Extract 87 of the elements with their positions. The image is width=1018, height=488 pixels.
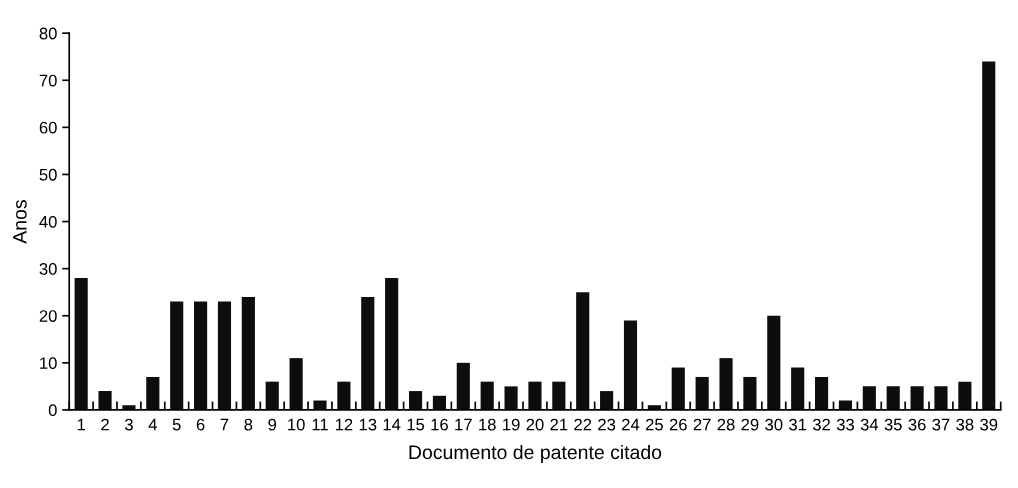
y-tick-label: 0 [48,404,57,417]
x-tick-label: 36 [908,418,926,431]
bar [958,381,972,410]
x-tick-label: 12 [335,418,353,431]
x-tick-label: 14 [383,418,401,431]
bar [934,386,948,410]
bar [146,376,160,410]
x-tick-label: 1 [77,418,85,431]
bar [815,376,829,410]
bar [982,61,996,410]
bar [241,296,255,410]
x-tick-label: 9 [268,418,277,431]
bar [432,395,446,410]
bar [480,381,494,410]
x-tick-label: 39 [980,418,998,431]
bar [910,386,924,410]
x-tick-label: 19 [503,418,520,431]
x-tick-label: 11 [312,418,328,431]
x-axis-title: Documento de patente citado [409,444,662,464]
bar [767,315,781,410]
bar [456,362,470,410]
x-tick-label: 30 [765,418,783,431]
bar [576,292,590,410]
bar [791,367,805,410]
bar [862,386,876,410]
x-tick-label: 16 [431,418,448,431]
bar [289,358,303,410]
x-tick-label: 3 [124,418,133,431]
x-tick-label: 28 [717,418,735,431]
y-axis-title: Anos [13,200,27,244]
x-tick-label: 23 [598,418,616,431]
x-tick-label: 6 [196,418,205,431]
x-tick-label: 10 [288,418,305,431]
x-tick-label: 15 [407,418,425,431]
bar [671,367,685,410]
bar [719,358,733,410]
x-tick-label: 29 [741,418,759,431]
bar [600,391,614,410]
bar [552,381,566,410]
x-tick-label: 34 [860,418,879,431]
bar [217,301,232,410]
bar [361,296,375,410]
x-tick-label: 27 [693,418,711,431]
bar [528,381,542,410]
bar [265,381,279,410]
y-tick-label: 50 [39,168,57,181]
x-tick-label: 32 [812,418,830,431]
x-tick-label: 33 [836,418,854,431]
y-tick-label: 10 [40,357,57,370]
bar [623,320,638,410]
x-tick-label: 5 [172,418,181,431]
bar [408,391,423,410]
x-tick-label: 2 [101,418,109,431]
y-tick-label: 70 [39,74,57,87]
x-tick-label: 31 [789,418,807,431]
bar [337,381,351,410]
y-tick-label: 60 [39,121,57,134]
x-tick-label: 7 [220,418,229,431]
y-tick-label: 40 [39,215,57,228]
y-tick-label: 30 [39,263,57,275]
x-tick-label: 8 [244,418,253,431]
bar [385,278,399,410]
y-tick-label: 80 [39,27,57,40]
x-tick-label: 4 [148,418,157,431]
x-tick-label: 25 [645,418,663,431]
bar [98,391,112,410]
x-tick-label: 26 [669,418,687,431]
bar [313,400,327,410]
x-tick-label: 13 [359,418,377,431]
bar [194,301,208,410]
x-tick-label: 22 [574,418,592,431]
x-tick-label: 17 [455,418,472,431]
bar [122,405,136,410]
x-tick-label: 37 [932,418,950,431]
x-tick-label: 38 [956,418,974,431]
x-tick-label: 21 [550,418,568,431]
bar [170,301,184,410]
y-tick-label: 20 [39,310,57,322]
bar [504,386,518,410]
x-tick-label: 35 [884,418,902,431]
bar [886,386,900,410]
x-tick-label: 24 [622,418,640,431]
bar [74,278,88,410]
x-tick-label: 18 [479,418,496,431]
x-tick-label: 20 [526,418,544,431]
bar [743,376,757,410]
bar [695,376,709,410]
